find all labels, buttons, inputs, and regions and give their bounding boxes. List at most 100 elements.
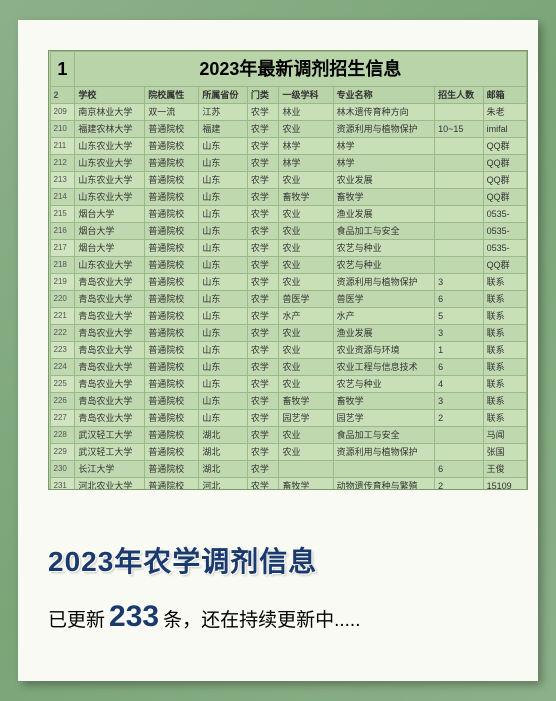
cell: 联系 — [483, 393, 526, 410]
row-number: 210 — [50, 121, 75, 138]
cell: 山东 — [199, 138, 248, 155]
cell: 普通院校 — [145, 121, 199, 138]
cell: 资源利用与植物保护 — [333, 444, 435, 461]
row-number: 219 — [50, 274, 75, 291]
cell: 武汉轻工大学 — [75, 427, 145, 444]
row-number: 229 — [50, 444, 75, 461]
cell: 山东农业大学 — [75, 155, 145, 172]
cell: 农艺与种业 — [333, 376, 435, 393]
table-row: 229武汉轻工大学普通院校湖北农学农业资源利用与植物保护张国 — [50, 444, 526, 461]
cell — [435, 444, 484, 461]
cell: 农学 — [247, 206, 279, 223]
cell: 林业 — [279, 104, 333, 121]
row-number: 213 — [50, 172, 75, 189]
cell: 农业 — [279, 257, 333, 274]
cell: 园艺学 — [333, 410, 435, 427]
cell: 农业发展 — [333, 172, 435, 189]
cell: 山东 — [199, 410, 248, 427]
sub-suffix: 条，还在持续更新中..... — [163, 605, 360, 632]
cell: 农艺与种业 — [333, 257, 435, 274]
cell: 青岛农业大学 — [75, 342, 145, 359]
cell: 南京林业大学 — [75, 104, 145, 121]
cell: 湖北 — [199, 444, 248, 461]
cell: 农业 — [279, 172, 333, 189]
cell: 林学 — [333, 155, 435, 172]
cell: 山东 — [199, 342, 248, 359]
cell — [435, 206, 484, 223]
cell: 3 — [435, 393, 484, 410]
row-number: 225 — [50, 376, 75, 393]
cell: 农学 — [247, 478, 279, 491]
cell: 山东农业大学 — [75, 138, 145, 155]
header-major: 专业名称 — [333, 87, 435, 104]
cell: 0535- — [483, 206, 526, 223]
cell: 马闻 — [483, 427, 526, 444]
row-number: 215 — [50, 206, 75, 223]
cell: 普通院校 — [145, 172, 199, 189]
cell: 农业 — [279, 444, 333, 461]
page-title: 2023年农学调剂信息 — [48, 540, 317, 580]
cell: 农学 — [247, 325, 279, 342]
cell: 山东 — [199, 376, 248, 393]
row-number: 223 — [50, 342, 75, 359]
cell: 10~15 — [435, 121, 484, 138]
cell — [435, 427, 484, 444]
cell: 联系 — [483, 291, 526, 308]
header-school: 学校 — [75, 87, 145, 104]
cell: 福建 — [199, 121, 248, 138]
cell: 普通院校 — [145, 342, 199, 359]
cell: 武汉轻工大学 — [75, 444, 145, 461]
cell: 普通院校 — [145, 478, 199, 491]
row-number: 211 — [50, 138, 75, 155]
cell: 山东 — [199, 206, 248, 223]
cell: 畜牧学 — [333, 393, 435, 410]
cell: 普通院校 — [145, 359, 199, 376]
cell: 6 — [435, 291, 484, 308]
cell: 3 — [435, 274, 484, 291]
cell: 烟台大学 — [75, 206, 145, 223]
row-number: 224 — [50, 359, 75, 376]
cell: 山东 — [199, 155, 248, 172]
cell: 双一流 — [145, 104, 199, 121]
header-count: 招生人数 — [435, 87, 484, 104]
cell: 联系 — [483, 359, 526, 376]
cell: 联系 — [483, 308, 526, 325]
cell: 朱老 — [483, 104, 526, 121]
row-number: 221 — [50, 308, 75, 325]
table-row: 222青岛农业大学普通院校山东农学农业渔业发展3联系 — [50, 325, 526, 342]
header-email: 邮箱 — [483, 87, 526, 104]
cell: QQ群 — [483, 257, 526, 274]
cell: 普通院校 — [145, 444, 199, 461]
cell: 普通院校 — [145, 274, 199, 291]
cell: 普通院校 — [145, 308, 199, 325]
cell: QQ群 — [483, 172, 526, 189]
cell — [333, 461, 435, 478]
cell: 联系 — [483, 376, 526, 393]
cell: 林木遗传育种方向 — [333, 104, 435, 121]
cell: 林学 — [333, 138, 435, 155]
info-card: 1 2023年最新调剂招生信息 2 学校 院校属性 所属省份 门类 一级学科 专… — [18, 20, 538, 681]
cell: 福建农林大学 — [75, 121, 145, 138]
table-row: 217烟台大学普通院校山东农学农业农艺与种业0535- — [50, 240, 526, 257]
cell: 农学 — [247, 444, 279, 461]
cell: 青岛农业大学 — [75, 410, 145, 427]
cell: 长江大学 — [75, 461, 145, 478]
cell: 农学 — [247, 121, 279, 138]
sub-prefix: 已更新 — [48, 605, 105, 632]
cell: 普通院校 — [145, 291, 199, 308]
table-row: 220青岛农业大学普通院校山东农学兽医学兽医学6联系 — [50, 291, 526, 308]
row-number: 228 — [50, 427, 75, 444]
row-number: 214 — [50, 189, 75, 206]
row-number: 2 — [50, 87, 75, 104]
cell: 6 — [435, 359, 484, 376]
cell: QQ群 — [483, 138, 526, 155]
cell: 农学 — [247, 155, 279, 172]
update-status: 已更新 233 条，还在持续更新中..... — [48, 600, 360, 634]
row-number: 220 — [50, 291, 75, 308]
cell: 0535- — [483, 223, 526, 240]
table-row: 231河北农业大学普通院校河北农学畜牧学动物遗传育种与繁殖215109 — [50, 478, 526, 491]
cell: 畜牧学 — [279, 189, 333, 206]
table-row: 210福建农林大学普通院校福建农学农业资源利用与植物保护10~15imifal — [50, 121, 526, 138]
cell: 普通院校 — [145, 376, 199, 393]
table-row: 228武汉轻工大学普通院校湖北农学农业食品加工与安全马闻 — [50, 427, 526, 444]
